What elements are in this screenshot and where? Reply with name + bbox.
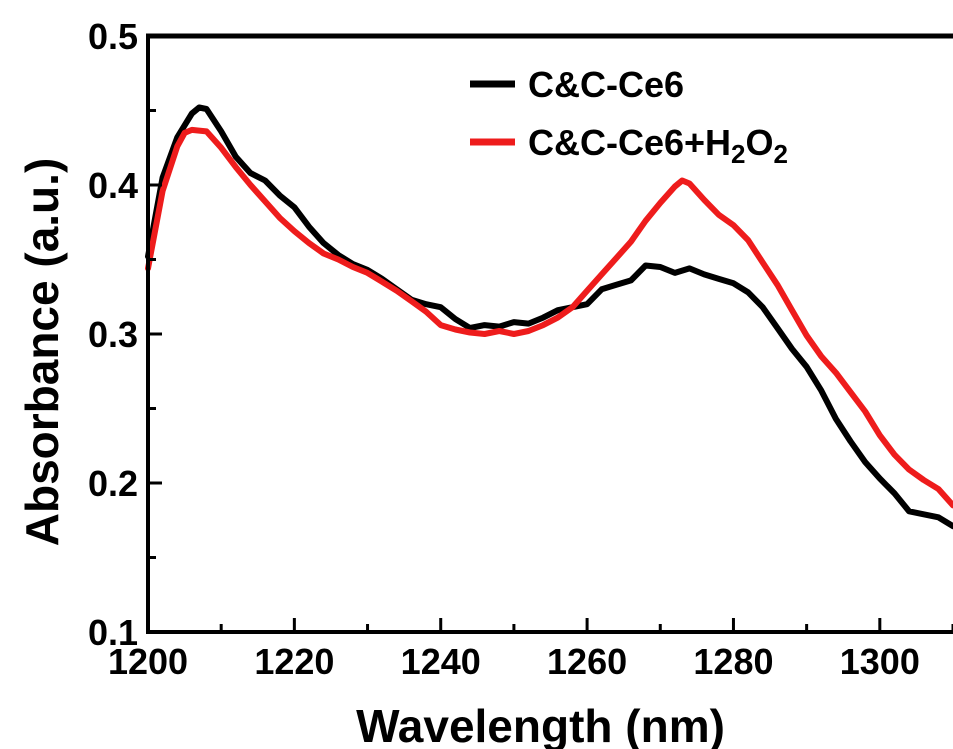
y-axis-title: Absorbance (a.u.) [16, 158, 68, 547]
legend-label-sub: 2 [731, 139, 745, 169]
y-tick-label: 0.2 [88, 463, 138, 504]
legend-label-main: C&C-Ce6 [528, 64, 684, 105]
x-tick-label: 1300 [840, 641, 920, 682]
legend-label-tail: O [746, 122, 774, 163]
legend-label-1: C&C-Ce6 [528, 64, 684, 105]
y-tick-label: 0.3 [88, 314, 138, 355]
y-tick-label: 0.5 [88, 16, 138, 57]
series-layer [145, 104, 953, 530]
x-axis-title: Wavelength (nm) [356, 700, 725, 749]
series-line-2 [145, 126, 953, 509]
x-tick-label: 1220 [254, 641, 334, 682]
x-tick-label: 1260 [547, 641, 627, 682]
y-tick-label: 0.4 [88, 165, 138, 206]
x-tick-label: 1280 [693, 641, 773, 682]
x-tick-label: 1200 [108, 641, 188, 682]
axes-layer: 1200 1220 1240 1260 1280 1300 0.1 0.2 0.3 0.4 0.5 [88, 16, 953, 682]
legend-label-2: C&C-Ce6+H2O2 [528, 122, 788, 169]
y-tick-label: 0.1 [88, 612, 138, 653]
series-line-1 [145, 104, 953, 530]
x-tick-label: 1240 [401, 641, 481, 682]
legend-label-sub2: 2 [774, 139, 788, 169]
legend-label-main: C&C-Ce6+H [528, 122, 731, 163]
